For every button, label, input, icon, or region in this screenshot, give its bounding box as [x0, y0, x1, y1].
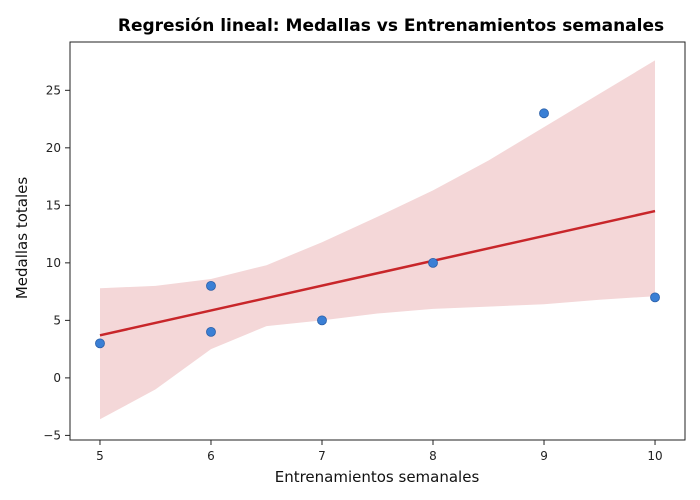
y-tick-label: 10 — [46, 256, 61, 270]
x-axis-label: Entrenamientos semanales — [275, 468, 480, 486]
data-points — [95, 108, 660, 349]
x-tick-label: 9 — [540, 449, 548, 463]
data-point — [95, 338, 105, 349]
x-axis-ticks: 5 6 7 8 9 10 — [96, 440, 663, 463]
x-tick-label: 10 — [647, 449, 662, 463]
y-tick-label: 15 — [46, 198, 61, 212]
data-point — [428, 257, 438, 268]
y-tick-label: 0 — [53, 371, 61, 385]
x-tick-label: 6 — [207, 449, 215, 463]
chart-title: Regresión lineal: Medallas vs Entrenamie… — [118, 16, 664, 36]
plot-frame — [69, 41, 686, 441]
y-axis-ticks: −5 0 5 10 15 20 25 — [43, 83, 70, 442]
plot-area — [69, 41, 686, 441]
y-axis-label: Medallas totales — [13, 177, 31, 300]
x-tick-label: 7 — [318, 449, 326, 463]
confidence-band — [100, 60, 655, 420]
data-point — [206, 280, 216, 291]
data-point — [206, 326, 216, 337]
y-tick-label: 25 — [46, 83, 61, 97]
y-tick-label: 20 — [46, 141, 61, 155]
x-tick-label: 8 — [429, 449, 437, 463]
x-tick-label: 5 — [96, 449, 104, 463]
y-tick-label: −5 — [43, 428, 61, 442]
data-point — [317, 315, 327, 326]
data-point — [650, 292, 660, 303]
y-tick-label: 5 — [53, 313, 61, 327]
data-point — [539, 108, 549, 119]
regression-line — [99, 209, 656, 337]
